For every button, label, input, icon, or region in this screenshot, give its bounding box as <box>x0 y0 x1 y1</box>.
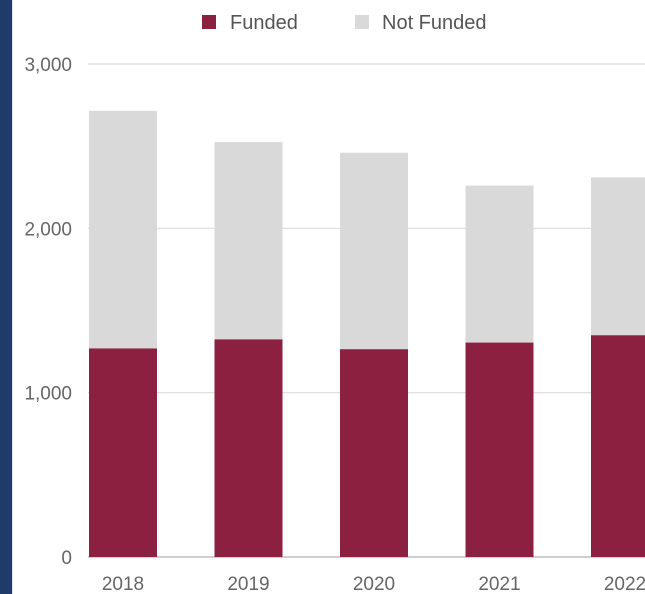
x-tick-label: 2019 <box>227 574 269 594</box>
left-strip-divider <box>12 0 13 594</box>
x-tick-label: 2021 <box>478 574 520 594</box>
bar-not-funded-2021 <box>465 185 534 343</box>
bar-not-funded-2022 <box>591 177 645 336</box>
x-axis-ticks: 2018 2019 2020 2021 2022 <box>102 574 645 594</box>
bar-funded-2018 <box>89 348 157 557</box>
bar-funded-2020 <box>340 349 408 557</box>
bar-funded-2019 <box>214 339 283 557</box>
legend: Funded Not Funded <box>202 12 487 34</box>
left-navigation-strip <box>0 0 12 594</box>
x-tick-label: 2022 <box>604 574 645 594</box>
x-tick-label: 2018 <box>102 574 144 594</box>
x-tick-label: 2020 <box>353 574 395 594</box>
y-tick-label: 1,000 <box>24 384 72 405</box>
legend-label-not-funded: Not Funded <box>382 12 487 34</box>
legend-swatch-not-funded <box>355 15 369 29</box>
y-tick-label: 3,000 <box>24 55 72 76</box>
bar-not-funded-2018 <box>89 110 157 349</box>
bar-funded-2021 <box>465 342 534 557</box>
legend-swatch-funded <box>202 15 216 29</box>
y-tick-label: 2,000 <box>24 219 72 240</box>
bars <box>89 110 645 557</box>
bar-not-funded-2020 <box>340 152 408 350</box>
y-axis-ticks: 0 1,000 2,000 3,000 <box>24 55 72 569</box>
bar-not-funded-2019 <box>214 142 283 340</box>
y-tick-label: 0 <box>61 548 72 569</box>
bar-funded-2022 <box>591 335 645 557</box>
legend-label-funded: Funded <box>230 12 298 34</box>
